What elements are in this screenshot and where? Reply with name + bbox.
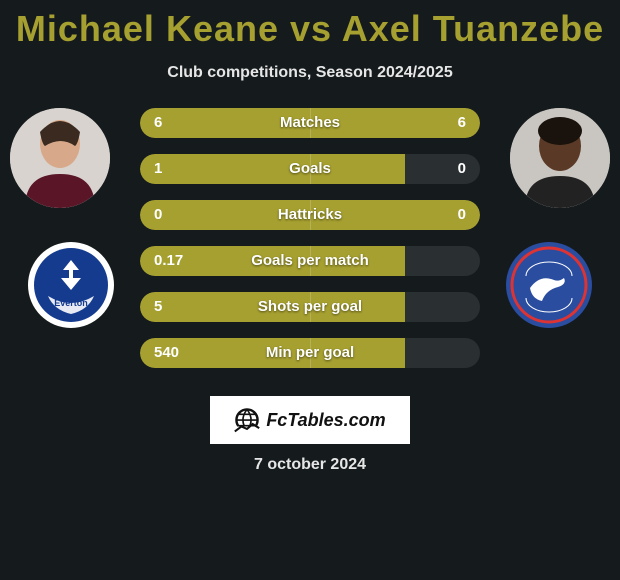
stat-bars: Matches66Goals10Hattricks00Goals per mat…: [140, 108, 480, 384]
stat-label: Matches: [140, 108, 480, 138]
stat-value-left: 5: [154, 292, 162, 322]
stat-value-left: 1: [154, 154, 162, 184]
stat-row: Shots per goal5: [140, 292, 480, 322]
svg-text:Everton: Everton: [54, 298, 88, 308]
club-left-crest: Everton: [28, 242, 114, 328]
player-right-avatar: [510, 108, 610, 208]
stat-value-left: 0: [154, 200, 162, 230]
snapshot-date: 7 october 2024: [0, 456, 620, 474]
club-right-crest: [506, 242, 592, 328]
stat-label: Shots per goal: [140, 292, 480, 322]
stat-label: Goals per match: [140, 246, 480, 276]
stat-value-right: 0: [458, 200, 466, 230]
comparison-panel: Everton Matches66Goals10Hattricks00Goals…: [0, 108, 620, 388]
player-left-avatar: [10, 108, 110, 208]
page-title: Michael Keane vs Axel Tuanzebe: [0, 0, 620, 50]
stat-value-left: 0.17: [154, 246, 183, 276]
stat-label: Min per goal: [140, 338, 480, 368]
stat-row: Min per goal540: [140, 338, 480, 368]
stat-value-left: 540: [154, 338, 179, 368]
subtitle: Club competitions, Season 2024/2025: [0, 64, 620, 82]
stat-row: Hattricks0 0: [140, 200, 480, 230]
watermark: FcTables.com: [210, 396, 410, 444]
stat-value-right: 0: [458, 154, 466, 184]
stat-label: Hattricks: [140, 200, 480, 230]
watermark-text: FcTables.com: [266, 410, 385, 431]
stat-value-right: 6: [458, 108, 466, 138]
stat-label: Goals: [140, 154, 480, 184]
fctables-icon: [234, 407, 260, 433]
stat-value-left: 6: [154, 108, 162, 138]
stat-row: Goals per match0.17: [140, 246, 480, 276]
stat-row: Matches6 6: [140, 108, 480, 138]
stat-row: Goals1 0: [140, 154, 480, 184]
